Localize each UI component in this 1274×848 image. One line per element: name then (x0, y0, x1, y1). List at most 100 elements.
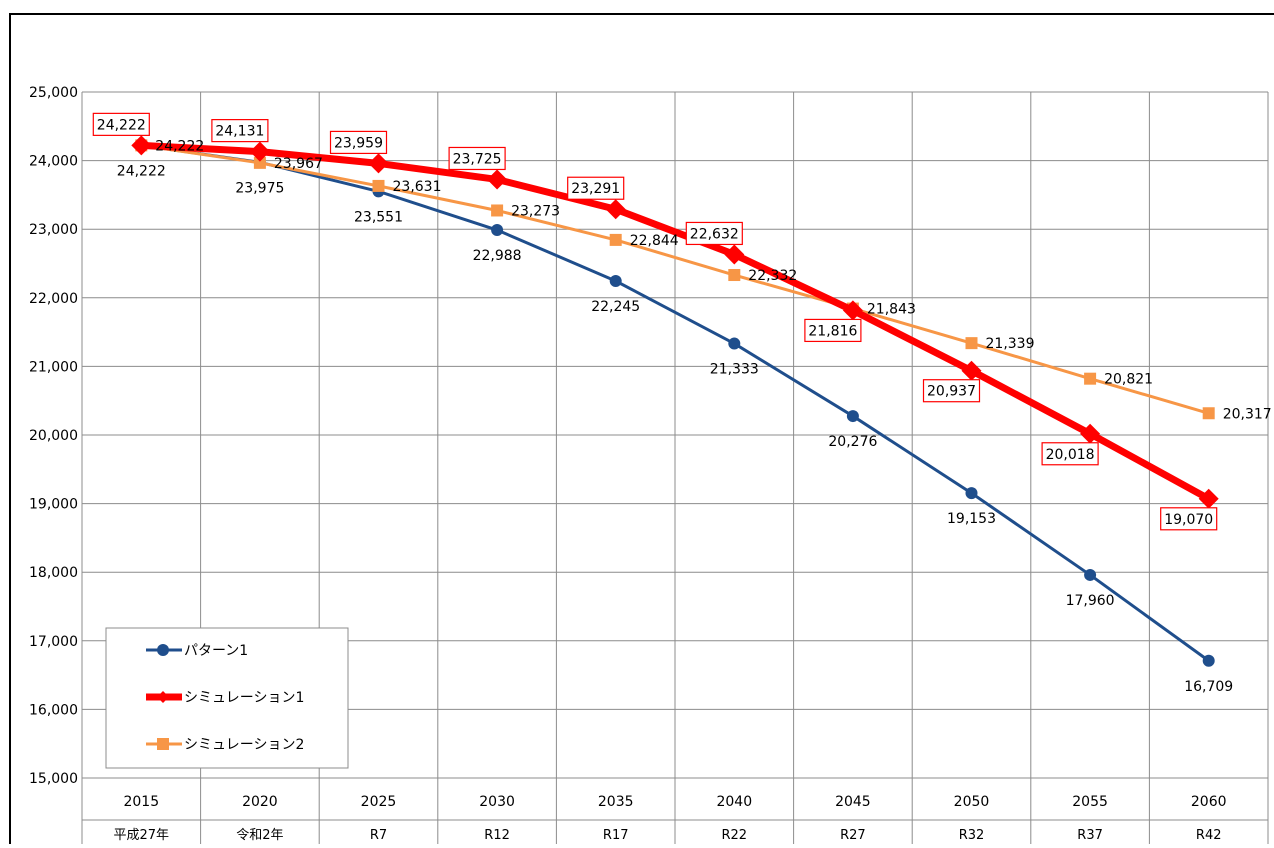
series-2-point (961, 360, 982, 381)
y-tick-label: 18,000 (29, 565, 78, 581)
series-2-data-label: 22,632 (690, 226, 739, 242)
series-3-data-label: 23,273 (511, 203, 560, 219)
series-1-point (846, 410, 859, 423)
x-tick-label: 2045 (835, 794, 871, 810)
series-2-point (842, 300, 863, 321)
x-tick-label: 2035 (598, 794, 634, 810)
series-2-data-label: 24,222 (97, 117, 146, 133)
series-1-data-label: 19,153 (947, 511, 996, 527)
x-era-label: R32 (959, 828, 985, 843)
series-2-point (1080, 423, 1101, 444)
series-3-point (491, 204, 504, 217)
series-1-data-label: 23,551 (354, 209, 403, 225)
series-line-2 (141, 141, 1211, 502)
series-1-point (491, 224, 504, 237)
legend-label: シミュレーション2 (184, 737, 304, 753)
series-2-point (724, 244, 745, 265)
series-2-data-label-box (1160, 507, 1218, 531)
series-line-3 (141, 143, 1210, 415)
series-1-data-label: 20,276 (828, 434, 877, 450)
series-3-data-label: 22,332 (748, 268, 797, 284)
y-tick-label: 17,000 (29, 634, 78, 650)
series-3-point (965, 337, 978, 350)
series-2-data-label-box (92, 112, 150, 136)
series-2-data-label: 23,291 (571, 181, 620, 197)
series-line-1 (141, 143, 1210, 662)
series-2-data-label-box (329, 130, 388, 155)
x-era-label: R17 (603, 828, 629, 843)
series-3-point (609, 233, 622, 246)
series-2-point (487, 169, 508, 190)
y-tick-label: 19,000 (29, 497, 78, 513)
x-era-label: 令和2年 (236, 828, 283, 843)
series-1-point (609, 274, 622, 287)
series-2-data-label: 21,816 (808, 323, 857, 339)
x-tick-label: 2055 (1072, 794, 1108, 810)
series-3-point (1084, 372, 1097, 385)
legend-swatch-marker (157, 691, 169, 703)
series-3-data-label: 20,317 (1223, 406, 1272, 422)
series-2-data-label: 23,725 (453, 151, 502, 167)
series-3-point (372, 179, 385, 192)
series-2-data-label-box (448, 146, 506, 171)
series-1-point (1202, 654, 1215, 667)
series-2-data-label-box (685, 221, 743, 246)
x-tick-label: 2050 (954, 794, 990, 810)
series-1-data-label: 22,245 (591, 299, 640, 315)
x-era-label: R42 (1196, 828, 1222, 843)
x-tick-label: 2015 (123, 794, 159, 810)
y-tick-label: 25,000 (29, 85, 78, 101)
series-2-point (131, 135, 152, 156)
x-tick-label: 2040 (716, 794, 752, 810)
series-3-data-label: 24,222 (155, 138, 204, 154)
y-tick-label: 24,000 (29, 154, 78, 170)
series-2-data-label-box (922, 379, 981, 403)
series-1-data-label: 22,988 (473, 248, 522, 264)
y-tick-label: 22,000 (29, 291, 78, 307)
x-era-label: 平成27年 (114, 828, 170, 843)
series-1-data-label: 21,333 (710, 362, 759, 378)
series-3-point (1202, 407, 1215, 420)
series-3-data-label: 22,844 (630, 233, 679, 249)
x-tick-label: 2025 (361, 794, 397, 810)
legend-swatch-marker (157, 738, 169, 750)
series-3-data-label: 20,821 (1104, 372, 1153, 388)
x-era-label: R27 (840, 828, 866, 843)
series-2-point (368, 153, 389, 174)
x-tick-label: 2020 (242, 794, 278, 810)
chart-frame (9, 13, 1274, 844)
y-tick-label: 20,000 (29, 428, 78, 444)
series-2-data-label-box (567, 176, 625, 200)
y-tick-label: 16,000 (29, 702, 78, 718)
series-2-data-label: 23,959 (334, 135, 383, 151)
series-2-data-label: 19,070 (1164, 512, 1213, 528)
y-tick-label: 21,000 (29, 359, 78, 375)
series-2-data-label: 20,937 (927, 384, 976, 400)
series-2-data-label: 24,131 (215, 124, 264, 140)
y-tick-label: 15,000 (29, 771, 78, 787)
x-era-label: R12 (484, 828, 510, 843)
legend-swatch-marker (157, 644, 169, 656)
series-3-data-label: 21,843 (867, 302, 916, 318)
series-1-data-label: 24,222 (117, 163, 166, 179)
x-era-label: R37 (1077, 828, 1103, 843)
series-1-point (1084, 568, 1097, 581)
series-2-point (605, 199, 626, 220)
x-era-label: R7 (370, 828, 387, 843)
series-1-point (965, 487, 978, 500)
legend-label: シミュレーション1 (184, 690, 304, 706)
series-3-data-label: 23,631 (393, 179, 442, 195)
series-3-data-label: 21,339 (986, 336, 1035, 352)
series-1-data-label: 16,709 (1184, 679, 1233, 695)
series-2-point (1198, 488, 1219, 509)
series-1-data-label: 17,960 (1066, 593, 1115, 609)
series-3-data-label: 23,967 (274, 156, 323, 172)
series-2-data-label-box (804, 318, 862, 343)
series-1-data-label: 23,975 (235, 180, 284, 196)
x-era-label: R22 (722, 828, 748, 843)
series-3-point (253, 156, 266, 169)
series-3-point (728, 269, 741, 282)
series-2-data-label-box (1041, 442, 1099, 466)
series-2-data-label: 20,018 (1046, 447, 1095, 463)
